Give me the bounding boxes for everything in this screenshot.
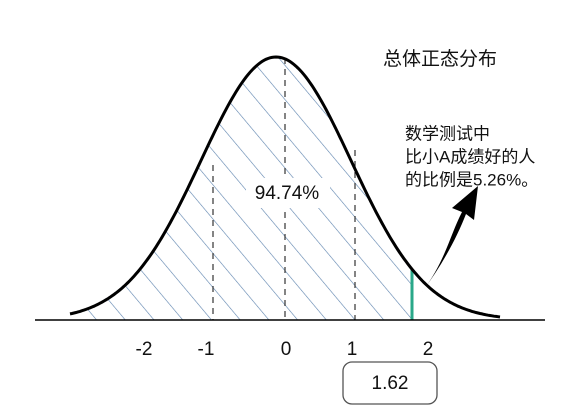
hatched-area xyxy=(70,57,412,320)
annotation-line: 比小A成绩好的人 xyxy=(405,147,535,166)
axis-label: 2 xyxy=(423,339,434,360)
axis-label: 0 xyxy=(281,339,292,360)
title: 总体正态分布 xyxy=(383,48,497,70)
marker-box xyxy=(342,361,438,405)
axis-label: -1 xyxy=(198,339,215,360)
dashed-lines xyxy=(212,58,356,320)
normal-curve xyxy=(69,55,501,319)
area-label: 94.74% xyxy=(255,183,320,204)
axis-label: 1 xyxy=(347,339,358,360)
label-bg xyxy=(246,178,330,208)
annotation-line: 数学测试中 xyxy=(405,124,490,143)
arrow xyxy=(422,186,478,292)
axis-label: -2 xyxy=(136,339,153,360)
marker-label: 1.62 xyxy=(372,373,409,394)
annotation-line: 的比例是5.26%。 xyxy=(405,170,538,189)
